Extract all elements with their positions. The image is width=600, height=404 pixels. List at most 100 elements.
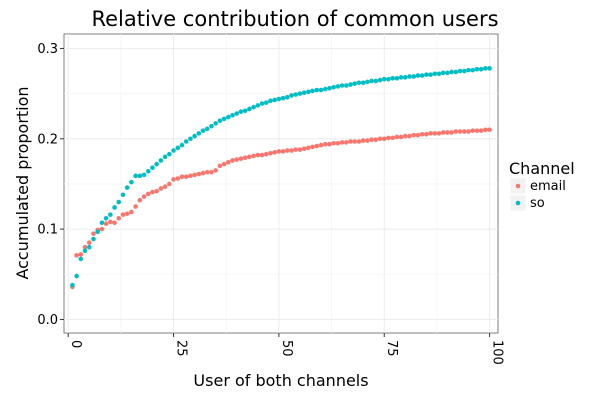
point-email — [461, 129, 467, 134]
point-so — [226, 114, 231, 120]
point-email — [108, 219, 113, 225]
point-so — [158, 158, 164, 163]
point-email — [183, 174, 189, 180]
point-email — [179, 174, 185, 180]
point-so — [293, 92, 299, 97]
point-email — [276, 149, 282, 154]
point-email — [398, 134, 404, 140]
point-email — [297, 147, 303, 152]
legend-items: email so — [509, 177, 566, 212]
point-email — [103, 221, 109, 226]
point-email — [196, 171, 202, 177]
point-email — [449, 130, 454, 135]
point-so — [327, 85, 332, 91]
point-so — [457, 68, 463, 74]
point-email — [403, 133, 408, 139]
point-email — [331, 141, 336, 146]
point-so — [230, 112, 235, 118]
point-email — [474, 128, 480, 133]
point-so — [445, 70, 450, 76]
x-tick-label: 0 — [68, 340, 83, 348]
point-email — [86, 240, 92, 245]
point-email — [310, 144, 315, 150]
point-so — [440, 70, 446, 76]
point-so — [99, 220, 105, 226]
point-so — [179, 142, 185, 148]
point-so — [369, 78, 374, 84]
point-email — [289, 148, 294, 153]
point-so — [436, 71, 442, 77]
point-so — [394, 75, 400, 81]
point-so — [386, 76, 391, 82]
point-so — [192, 133, 197, 139]
point-so — [247, 106, 252, 112]
point-so — [221, 116, 227, 122]
point-so — [360, 80, 366, 86]
point-so — [365, 79, 370, 85]
x-axis: 0 25 50 75 100 — [67, 333, 505, 365]
point-so — [331, 84, 336, 90]
point-so — [449, 69, 454, 75]
point-email — [373, 137, 379, 142]
point-email — [74, 253, 79, 258]
point-email — [335, 141, 341, 146]
point-email — [436, 131, 442, 136]
point-so — [259, 101, 265, 106]
minor-gridlines — [64, 34, 498, 333]
point-so — [314, 87, 320, 93]
point-so — [478, 66, 484, 72]
point-so — [474, 66, 480, 72]
point-email — [306, 145, 311, 151]
point-so — [403, 75, 408, 80]
point-email — [453, 129, 459, 134]
point-so — [204, 126, 210, 132]
point-email — [200, 170, 206, 176]
point-so — [272, 97, 277, 103]
point-so — [377, 77, 383, 83]
point-email — [352, 139, 358, 144]
y-tick-label: 0.0 — [37, 313, 58, 328]
point-email — [192, 172, 197, 178]
point-email — [209, 169, 214, 175]
point-email — [415, 132, 421, 138]
point-so — [255, 103, 261, 108]
point-so — [103, 215, 109, 221]
point-so — [322, 86, 328, 92]
point-email — [478, 128, 484, 133]
y-tick-label: 0.1 — [37, 223, 58, 238]
point-email — [419, 131, 425, 137]
legend-marker-so — [515, 200, 521, 206]
point-email — [204, 169, 210, 175]
point-so — [234, 111, 240, 116]
point-email — [78, 252, 84, 257]
major-gridlines — [64, 34, 498, 333]
y-tick-label: 0.3 — [37, 42, 58, 57]
point-email — [167, 181, 172, 187]
point-email — [381, 136, 387, 142]
point-so — [339, 83, 345, 88]
point-email — [120, 212, 126, 217]
point-email — [82, 244, 88, 250]
point-so — [82, 248, 88, 254]
point-email — [344, 140, 349, 145]
point-so — [70, 282, 75, 288]
point-so — [306, 89, 311, 95]
point-so — [175, 145, 181, 151]
point-email — [213, 168, 218, 173]
point-email — [154, 188, 159, 194]
legend-marker-email — [515, 183, 521, 189]
point-so — [483, 66, 488, 71]
point-email — [318, 142, 324, 148]
point-so — [200, 128, 206, 133]
point-email — [411, 132, 417, 138]
point-email — [470, 128, 476, 133]
point-email — [301, 146, 307, 152]
point-email — [171, 177, 176, 182]
point-so — [411, 74, 417, 79]
y-axis: 0.0 0.1 0.2 0.3 — [37, 42, 64, 328]
point-email — [487, 127, 492, 133]
legend-title: Channel — [509, 159, 575, 178]
point-email — [348, 139, 353, 144]
